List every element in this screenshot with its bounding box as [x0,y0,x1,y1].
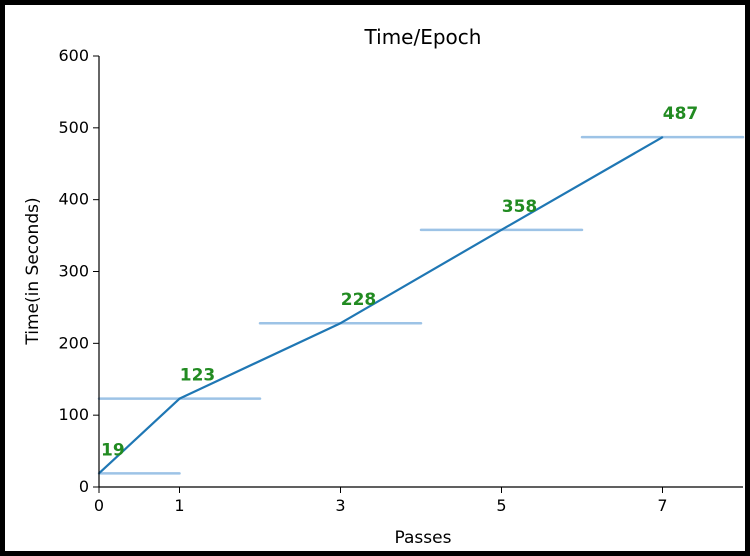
x-tick-label: 0 [94,496,104,515]
data-label: 487 [663,104,699,124]
y-tick-label: 200 [58,333,89,352]
series-line [98,136,664,475]
y-tick-label: 500 [58,118,89,137]
x-axis-label: Passes [395,528,452,548]
axes: 0 100 200 300 400 500 600 0 1 3 5 7 [58,46,743,515]
data-point [178,397,181,400]
data-labels: 19 123 228 358 487 [101,104,698,460]
data-label: 123 [180,366,216,386]
reference-bars [97,135,745,475]
y-tick-label: 400 [58,190,89,209]
series-layer [98,136,664,475]
data-point [339,322,342,325]
y-tick-label: 300 [58,262,89,281]
x-tick-label: 5 [496,496,506,515]
data-point [661,136,664,138]
x-tick-label: 7 [657,496,667,515]
y-tick-label: 0 [79,477,89,496]
y-tick-label: 600 [58,46,89,65]
y-axis-label: Time(in Seconds) [23,197,43,345]
data-label: 19 [101,440,125,460]
data-label: 358 [502,197,538,217]
data-point [500,229,503,231]
x-tick-label: 3 [335,496,345,515]
chart-title: Time/Epoch [364,25,482,49]
y-tick-label: 100 [58,405,89,424]
data-label: 228 [341,290,377,310]
x-tick-label: 1 [174,496,184,515]
